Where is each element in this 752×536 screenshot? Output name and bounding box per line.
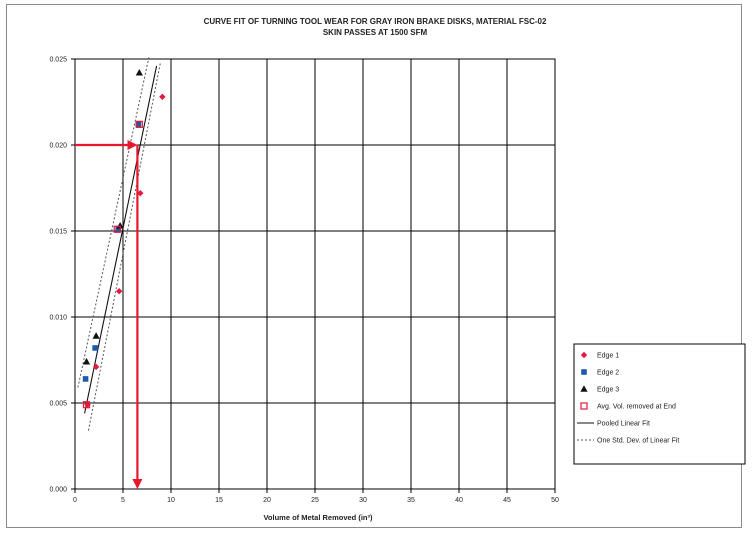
legend-fit-label-1: One Std. Dev. of Linear Fit [597, 438, 679, 445]
legend-label-1: Edge 1 [597, 353, 619, 360]
x-tick-label: 10 [167, 497, 175, 504]
x-tick-label: 20 [263, 497, 271, 504]
legend-label-2: Edge 2 [597, 370, 619, 377]
x-tick-label: 15 [215, 497, 223, 504]
legend-label-4: Avg. Vol. removed at End [597, 404, 676, 411]
x-tick-label: 30 [359, 497, 367, 504]
grid [71, 59, 555, 493]
chart-title-line-1: CURVE FIT OF TURNING TOOL WEAR FOR GRAY … [204, 17, 547, 26]
y-tick-label: 0.015 [49, 229, 67, 236]
data-point-series-2 [92, 345, 98, 351]
x-axis-label: Volume of Metal Removed (in³) [263, 513, 373, 522]
y-tick-label: 0.000 [49, 487, 67, 494]
x-tick-label: 25 [311, 497, 319, 504]
data-point-series-2 [83, 376, 89, 382]
legend-marker-2 [581, 369, 587, 375]
x-tick-label: 35 [407, 497, 415, 504]
x-tick-label: 40 [455, 497, 463, 504]
y-tick-label: 0.005 [49, 401, 67, 408]
legend-label-3: Edge 3 [597, 387, 619, 394]
y-tick-label: 0.025 [49, 57, 67, 64]
x-tick-label: 0 [73, 497, 77, 504]
chart-title-line-2: SKIN PASSES AT 1500 SFM [323, 28, 428, 37]
x-tick-label: 50 [551, 497, 559, 504]
legend: Edge 1 Edge 2 Edge 3 Avg. Vol. removed at E… [574, 344, 745, 464]
x-tick-label: 45 [503, 497, 511, 504]
y-tick-label: 0.020 [49, 143, 67, 150]
x-tick-label: 5 [121, 497, 125, 504]
y-tick-label: 0.010 [49, 315, 67, 322]
legend-fit-label-0: Pooled Linear Fit [597, 421, 650, 428]
